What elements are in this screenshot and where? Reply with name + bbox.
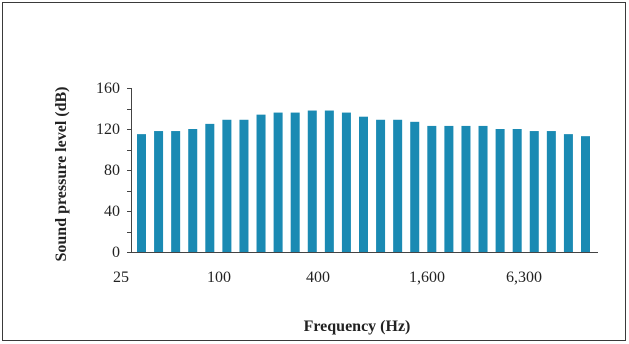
y-tick-label: 0 bbox=[112, 244, 120, 261]
bar bbox=[324, 110, 334, 252]
x-tick-label: 6,300 bbox=[506, 269, 542, 286]
bar bbox=[546, 131, 556, 252]
bar bbox=[410, 121, 420, 252]
bar bbox=[529, 131, 539, 252]
x-tick-label: 25 bbox=[113, 269, 129, 286]
bar bbox=[376, 119, 386, 252]
bar bbox=[563, 134, 573, 253]
bar bbox=[239, 119, 249, 252]
bar bbox=[478, 125, 488, 252]
y-tick-label: 160 bbox=[96, 80, 120, 97]
bar bbox=[222, 119, 232, 252]
bar bbox=[512, 129, 522, 252]
bar bbox=[495, 129, 505, 252]
bar bbox=[307, 110, 317, 252]
bars-group bbox=[137, 110, 590, 253]
x-axis-title: Frequency (Hz) bbox=[304, 318, 411, 335]
y-tick-labels: 0 40 80 120 160 bbox=[96, 80, 120, 261]
bar bbox=[290, 112, 300, 252]
bar bbox=[427, 125, 437, 252]
bar bbox=[205, 123, 215, 253]
bar bbox=[461, 125, 471, 252]
bar bbox=[581, 136, 590, 252]
x-tick-labels: 25 100 400 1,600 6,300 bbox=[113, 269, 542, 286]
bar bbox=[171, 131, 181, 252]
bar bbox=[359, 116, 368, 252]
x-tick-label: 400 bbox=[306, 269, 330, 286]
y-tick-label: 80 bbox=[104, 162, 120, 179]
bar bbox=[137, 134, 146, 253]
bar bbox=[393, 119, 403, 252]
y-tick-label: 120 bbox=[96, 121, 120, 138]
bar bbox=[256, 114, 266, 253]
bar bbox=[154, 131, 164, 252]
x-tick-label: 1,600 bbox=[409, 269, 445, 286]
bar bbox=[273, 112, 283, 252]
y-axis-title: Sound pressure level (dB) bbox=[53, 87, 70, 262]
y-tick-label: 40 bbox=[104, 203, 120, 220]
bar bbox=[341, 112, 351, 252]
x-tick-label: 100 bbox=[207, 269, 231, 286]
bar bbox=[444, 125, 454, 252]
bar bbox=[188, 129, 198, 252]
axes-group bbox=[127, 88, 598, 253]
